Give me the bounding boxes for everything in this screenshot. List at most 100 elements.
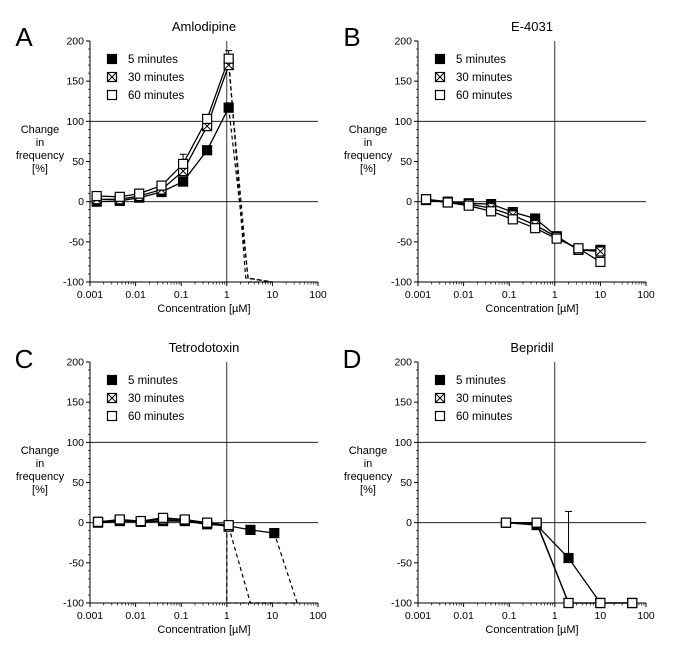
marker-open-square <box>573 243 584 254</box>
marker-open-square <box>156 180 167 191</box>
marker-filled-square <box>245 524 256 535</box>
marker-box <box>106 53 118 65</box>
marker-box <box>434 374 446 386</box>
marker-box <box>245 524 256 535</box>
marker-filled-square <box>269 528 280 539</box>
legend-swatch-crossed-square <box>434 71 446 83</box>
chart-title: E-4031 <box>511 19 553 34</box>
marker-box <box>507 214 518 225</box>
y-tick-label: 0 <box>406 517 412 529</box>
x-tick-label: 0.001 <box>77 289 103 301</box>
marker-cross <box>595 246 606 257</box>
marker-box <box>106 374 118 386</box>
marker-box <box>595 597 606 609</box>
y-tick-label: 100 <box>394 437 412 449</box>
marker-open-square <box>177 158 189 170</box>
marker-filled-square <box>223 102 234 113</box>
panel-b: -100 -50 0 50 100 150 200 0.001 0.01 0.1 1 10 100 Con… <box>343 19 655 315</box>
marker-open-square <box>202 517 213 528</box>
legend-label: 60 minutes <box>456 90 513 102</box>
x-tick-label: 10 <box>595 289 607 301</box>
y-tick-label: 150 <box>394 397 412 409</box>
marker-box <box>530 223 541 234</box>
y-axis-label: [%] <box>360 484 376 496</box>
legend-label: 30 minutes <box>456 72 513 84</box>
y-tick-label: 150 <box>66 76 84 88</box>
marker-open-square <box>202 113 213 125</box>
series-dashed-line <box>228 58 273 283</box>
legend-swatch-filled-square <box>106 374 118 386</box>
legend-swatch-filled-square <box>434 53 446 65</box>
legend-swatch-open-square <box>106 410 118 422</box>
legend-label: 60 minutes <box>128 90 185 102</box>
y-tick-label: 50 <box>72 156 84 168</box>
chart-title: Amlodipine <box>172 19 236 34</box>
x-tick-label: 10 <box>267 289 279 301</box>
marker-open-square <box>92 516 104 527</box>
legend-swatch-open-square <box>434 89 446 101</box>
marker-cross <box>435 393 445 403</box>
legend-swatch-filled-square <box>434 374 446 386</box>
chart-title: Bepridil <box>510 340 553 355</box>
marker-open-square <box>442 197 453 208</box>
legend-swatch-open-square <box>106 89 118 101</box>
legend-label: 30 minutes <box>128 393 185 405</box>
legend-swatch-filled-square <box>106 53 118 65</box>
x-tick-label: 100 <box>637 610 655 622</box>
y-tick-label: 50 <box>72 477 84 489</box>
marker-box <box>114 514 125 525</box>
x-tick-label: 0.001 <box>77 610 103 622</box>
legend-label: 5 minutes <box>456 54 506 66</box>
marker-box <box>434 89 446 101</box>
marker-box <box>202 113 213 125</box>
legend-label: 60 minutes <box>128 411 185 423</box>
x-axis-label: Concentration [µM] <box>485 303 578 315</box>
legend-label: 30 minutes <box>456 393 513 405</box>
marker-box <box>223 53 234 64</box>
chart-title: Tetrodotoxin <box>169 340 240 355</box>
marker-box <box>434 410 446 422</box>
y-tick-label: -50 <box>397 236 412 248</box>
y-tick-label: -100 <box>391 598 412 610</box>
x-tick-label: 10 <box>595 610 607 622</box>
x-tick-label: 100 <box>637 289 655 301</box>
y-tick-label: -100 <box>63 598 84 610</box>
marker-filled-square <box>563 552 574 564</box>
y-tick-label: 100 <box>66 116 84 128</box>
legend-swatch-open-square <box>434 410 446 422</box>
y-axis-label: [%] <box>360 163 376 175</box>
y-axis-label: Change <box>21 124 60 136</box>
x-tick-label: 0.01 <box>453 289 474 301</box>
x-axis-label: Concentration [µM] <box>157 303 250 315</box>
y-axis-label: frequency <box>344 150 393 162</box>
x-tick-label: 0.01 <box>453 610 474 622</box>
x-tick-label: 1 <box>552 289 558 301</box>
panel-d: -100 -50 0 50 100 150 200 0.001 0.01 0.1 1 10 100 Con… <box>343 340 655 636</box>
marker-box <box>573 243 584 254</box>
x-tick-label: 100 <box>309 610 327 622</box>
x-tick-label: 10 <box>267 610 279 622</box>
marker-open-square <box>114 191 125 202</box>
y-axis-label: Change <box>349 445 388 457</box>
marker-box <box>106 89 118 101</box>
marker-box <box>463 200 474 211</box>
panel-a: -100 -50 0 50 100 150 200 0.001 0.01 0.1 1 10 100 Con… <box>15 19 327 315</box>
series-dashed-line <box>226 526 299 604</box>
series-line-crossed-square <box>96 64 230 200</box>
marker-box <box>156 180 167 191</box>
panel-letter: B <box>343 22 360 52</box>
marker-box <box>563 552 574 564</box>
marker-box <box>595 256 606 268</box>
marker-open-square <box>223 519 234 531</box>
marker-open-square <box>135 515 146 527</box>
marker-box <box>420 194 432 205</box>
x-tick-label: 0.001 <box>405 289 431 301</box>
marker-box <box>92 516 104 527</box>
panel-c: -100 -50 0 50 100 150 200 0.001 0.01 0.1 1 10 100 Con… <box>15 340 327 636</box>
marker-open-square <box>531 517 542 528</box>
marker-box <box>135 515 146 527</box>
y-axis-label: [%] <box>32 163 48 175</box>
y-tick-label: 200 <box>394 357 412 369</box>
x-tick-label: 0.1 <box>174 610 189 622</box>
